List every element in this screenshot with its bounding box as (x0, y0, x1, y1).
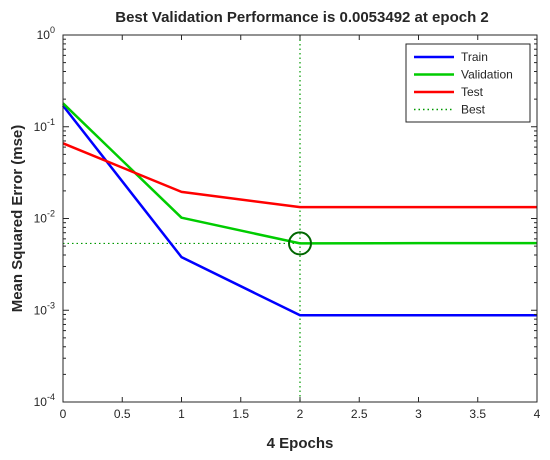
y-tick-label: 10-1 (34, 117, 55, 134)
x-tick-label: 2 (297, 407, 304, 421)
x-tick-label: 0.5 (114, 407, 131, 421)
y-tick-label: 10-2 (34, 209, 55, 226)
x-tick-label: 1.5 (232, 407, 249, 421)
legend: Train Validation Test Best (405, 43, 531, 123)
legend-label-best: Best (461, 103, 486, 117)
chart-title: Best Validation Performance is 0.0053492… (115, 9, 489, 26)
x-tick-label: 3 (415, 407, 422, 421)
series-line-train (62, 104, 537, 317)
best-point-marker (288, 231, 312, 256)
x-tick-label: 4 (534, 407, 541, 421)
x-tick-label: 3.5 (469, 407, 486, 421)
y-tick-label: 100 (37, 25, 55, 42)
legend-label-train: Train (461, 50, 488, 64)
legend-label-test: Test (461, 85, 484, 99)
y-tick-label: 10-3 (34, 300, 55, 317)
y-tick-label: 10-4 (34, 392, 55, 409)
x-tick-label: 1 (178, 407, 185, 421)
x-tick-label: 2.5 (351, 407, 368, 421)
x-axis-label: 4 Epochs (267, 435, 334, 452)
legend-label-validation: Validation (461, 68, 513, 82)
y-axis-label: Mean Squared Error (mse) (9, 125, 26, 313)
x-tick-label: 0 (60, 407, 67, 421)
series-line-test (62, 142, 537, 209)
series-line-validation (62, 102, 537, 245)
